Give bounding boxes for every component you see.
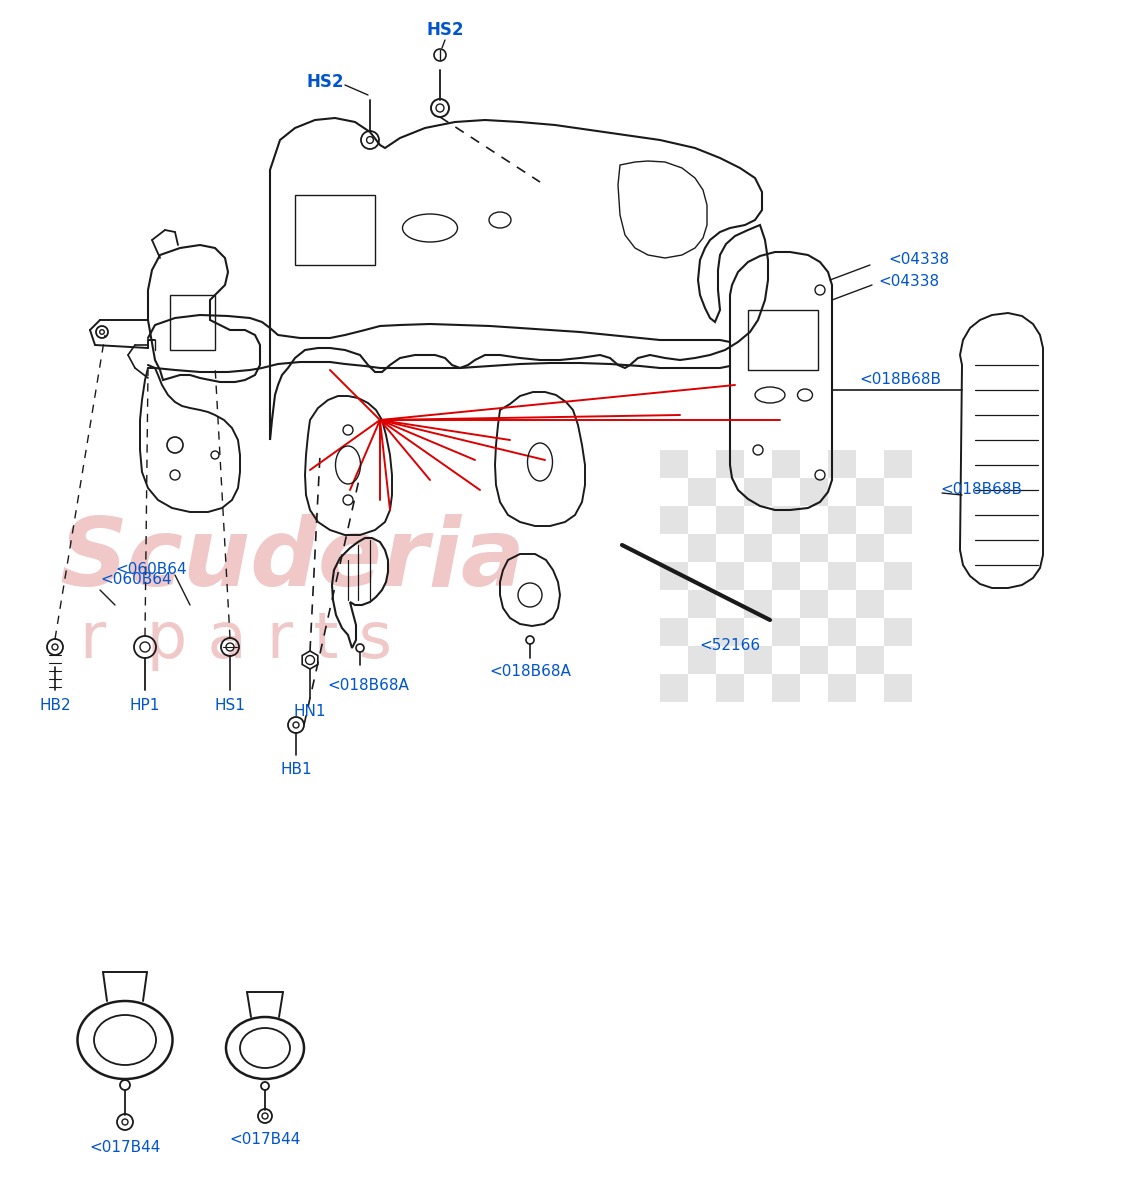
Bar	[800, 478, 828, 506]
Bar	[828, 674, 856, 702]
Text: <017B44: <017B44	[229, 1133, 301, 1147]
Bar	[884, 450, 913, 478]
Bar	[660, 618, 688, 646]
Text: HN1: HN1	[294, 704, 326, 720]
Bar	[884, 562, 913, 590]
Bar	[884, 506, 913, 534]
Text: <018B68B: <018B68B	[859, 372, 941, 388]
Bar	[828, 618, 856, 646]
Text: HS1: HS1	[214, 697, 245, 713]
Bar	[744, 590, 772, 618]
Bar	[800, 646, 828, 674]
Text: <018B68A: <018B68A	[327, 678, 409, 692]
Bar	[884, 618, 913, 646]
Bar	[800, 590, 828, 618]
Bar	[828, 562, 856, 590]
Bar	[772, 562, 800, 590]
Bar	[772, 674, 800, 702]
Bar	[688, 534, 716, 562]
Bar	[744, 478, 772, 506]
Bar	[884, 674, 913, 702]
Bar	[660, 562, 688, 590]
Bar	[660, 450, 688, 478]
Text: <04338: <04338	[878, 275, 939, 289]
Text: HP1: HP1	[129, 697, 160, 713]
Bar	[716, 618, 744, 646]
Text: <017B44: <017B44	[89, 1140, 160, 1156]
Text: <52166: <52166	[700, 637, 760, 653]
Bar	[856, 534, 884, 562]
Text: HS2: HS2	[306, 73, 344, 91]
Bar	[856, 646, 884, 674]
Text: HB2: HB2	[39, 697, 71, 713]
Bar	[744, 646, 772, 674]
Bar	[772, 450, 800, 478]
Text: <060B64: <060B64	[114, 563, 187, 577]
Text: Scuderia: Scuderia	[60, 514, 526, 606]
Bar	[660, 674, 688, 702]
Bar	[800, 534, 828, 562]
Bar	[856, 478, 884, 506]
Bar	[828, 450, 856, 478]
Text: r  p a r t s: r p a r t s	[80, 608, 392, 671]
Text: <018B68B: <018B68B	[940, 482, 1022, 498]
Bar	[716, 562, 744, 590]
Bar	[772, 506, 800, 534]
Bar	[660, 506, 688, 534]
Bar	[688, 646, 716, 674]
Text: <04338: <04338	[889, 252, 949, 268]
Text: <060B64: <060B64	[100, 572, 172, 588]
Bar	[688, 590, 716, 618]
Text: <018B68A: <018B68A	[489, 665, 571, 679]
Bar	[828, 506, 856, 534]
Bar	[856, 590, 884, 618]
Bar	[744, 534, 772, 562]
Text: HB1: HB1	[281, 762, 311, 778]
Text: HS2: HS2	[426, 20, 464, 38]
Bar	[772, 618, 800, 646]
Bar	[716, 674, 744, 702]
Bar	[716, 450, 744, 478]
Bar	[688, 478, 716, 506]
Bar	[716, 506, 744, 534]
